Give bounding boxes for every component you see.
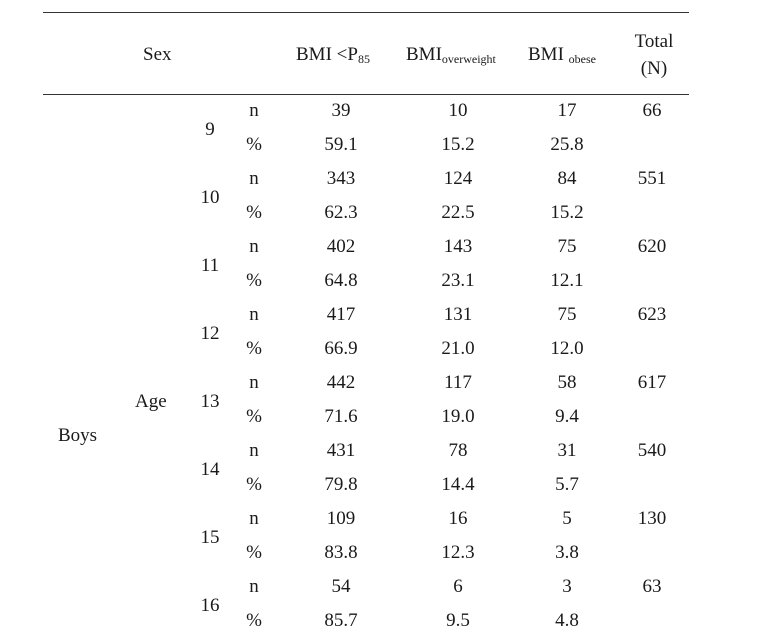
header-sex: Sex bbox=[143, 44, 172, 65]
pct-label: % bbox=[246, 338, 262, 359]
n-label: n bbox=[249, 508, 259, 529]
n-label: n bbox=[249, 576, 259, 597]
header-bmi-overweight-main: BMI bbox=[406, 44, 442, 65]
count-cell: 78 bbox=[448, 440, 468, 461]
pct-label: % bbox=[246, 406, 262, 427]
pct-label: % bbox=[246, 270, 262, 291]
header-bmi-overweight-sub: overweight bbox=[441, 52, 496, 66]
percent-cell: 15.2 bbox=[550, 202, 584, 223]
header-bmi-below-p85: BMI <P85 bbox=[296, 44, 370, 66]
percent-cell: 64.8 bbox=[324, 270, 358, 291]
age-value: 9 bbox=[205, 119, 215, 140]
count-cell: 58 bbox=[557, 372, 577, 393]
count-cell: 343 bbox=[326, 168, 356, 189]
count-cell: 417 bbox=[326, 304, 356, 325]
count-cell: 431 bbox=[326, 440, 356, 461]
count-cell: 10 bbox=[448, 100, 468, 121]
count-cell: 39 bbox=[331, 100, 351, 121]
header-bmi-below-p85-sub: 85 bbox=[357, 52, 370, 66]
age-value: 16 bbox=[200, 595, 220, 616]
n-label: n bbox=[249, 372, 259, 393]
count-cell: 109 bbox=[326, 508, 356, 529]
count-cell: 402 bbox=[326, 236, 356, 257]
header-bmi-obese-sub: obese bbox=[568, 52, 596, 66]
count-cell: 17 bbox=[557, 100, 577, 121]
percent-cell: 22.5 bbox=[441, 202, 475, 223]
percent-cell: 15.2 bbox=[441, 134, 475, 155]
pct-label: % bbox=[246, 202, 262, 223]
age-value: 15 bbox=[200, 527, 220, 548]
percent-cell: 5.7 bbox=[555, 474, 579, 495]
pct-label: % bbox=[246, 474, 262, 495]
percent-cell: 59.1 bbox=[324, 134, 358, 155]
percent-cell: 12.0 bbox=[550, 338, 584, 359]
pct-label: % bbox=[246, 610, 262, 631]
percent-cell: 23.1 bbox=[441, 270, 475, 291]
percent-cell: 79.8 bbox=[324, 474, 358, 495]
count-cell: 143 bbox=[443, 236, 473, 257]
top-rule bbox=[43, 12, 689, 13]
total-cell: 66 bbox=[642, 100, 662, 121]
percent-cell: 19.0 bbox=[441, 406, 475, 427]
percent-cell: 66.9 bbox=[324, 338, 358, 359]
age-value: 12 bbox=[200, 323, 220, 344]
header-bmi-below-p85-main: BMI <P bbox=[296, 44, 358, 65]
count-cell: 54 bbox=[331, 576, 351, 597]
percent-cell: 9.4 bbox=[555, 406, 579, 427]
n-label: n bbox=[249, 236, 259, 257]
total-cell: 620 bbox=[637, 236, 667, 257]
count-cell: 117 bbox=[444, 372, 472, 393]
percent-cell: 21.0 bbox=[441, 338, 475, 359]
total-cell: 617 bbox=[637, 372, 667, 393]
percent-cell: 9.5 bbox=[446, 610, 470, 631]
percent-cell: 3.8 bbox=[555, 542, 579, 563]
count-cell: 124 bbox=[443, 168, 473, 189]
count-cell: 3 bbox=[562, 576, 572, 597]
age-value: 13 bbox=[200, 391, 220, 412]
n-label: n bbox=[249, 304, 259, 325]
percent-cell: 83.8 bbox=[324, 542, 358, 563]
header-bmi-obese-main: BMI bbox=[528, 44, 569, 65]
count-cell: 84 bbox=[557, 168, 577, 189]
pct-label: % bbox=[246, 134, 262, 155]
count-cell: 31 bbox=[557, 440, 577, 461]
n-label: n bbox=[249, 100, 259, 121]
n-label: n bbox=[249, 168, 259, 189]
percent-cell: 4.8 bbox=[555, 610, 579, 631]
count-cell: 75 bbox=[557, 236, 577, 257]
header-bmi-overweight: BMIoverweight bbox=[406, 44, 496, 66]
n-label: n bbox=[249, 440, 259, 461]
total-cell: 551 bbox=[637, 168, 667, 189]
age-value: 10 bbox=[200, 187, 220, 208]
count-cell: 6 bbox=[453, 576, 463, 597]
percent-cell: 12.1 bbox=[550, 270, 584, 291]
age-group-label: Age bbox=[135, 391, 167, 412]
header-rule bbox=[43, 94, 689, 95]
percent-cell: 71.6 bbox=[324, 406, 358, 427]
age-value: 14 bbox=[200, 459, 220, 480]
total-cell: 623 bbox=[637, 304, 667, 325]
header-bmi-obese: BMI obese bbox=[528, 44, 596, 66]
sex-group-label: Boys bbox=[58, 425, 98, 446]
count-cell: 75 bbox=[557, 304, 577, 325]
count-cell: 5 bbox=[562, 508, 572, 529]
percent-cell: 12.3 bbox=[441, 542, 475, 563]
header-total-line1: Total bbox=[634, 31, 674, 52]
count-cell: 442 bbox=[326, 372, 356, 393]
total-cell: 63 bbox=[642, 576, 662, 597]
count-cell: 16 bbox=[448, 508, 468, 529]
percent-cell: 85.7 bbox=[324, 610, 358, 631]
age-value: 11 bbox=[200, 255, 220, 276]
total-cell: 130 bbox=[637, 508, 667, 529]
percent-cell: 25.8 bbox=[550, 134, 584, 155]
count-cell: 131 bbox=[443, 304, 473, 325]
pct-label: % bbox=[246, 542, 262, 563]
header-total-line2: (N) bbox=[640, 58, 668, 79]
total-cell: 540 bbox=[637, 440, 667, 461]
percent-cell: 14.4 bbox=[441, 474, 475, 495]
percent-cell: 62.3 bbox=[324, 202, 358, 223]
